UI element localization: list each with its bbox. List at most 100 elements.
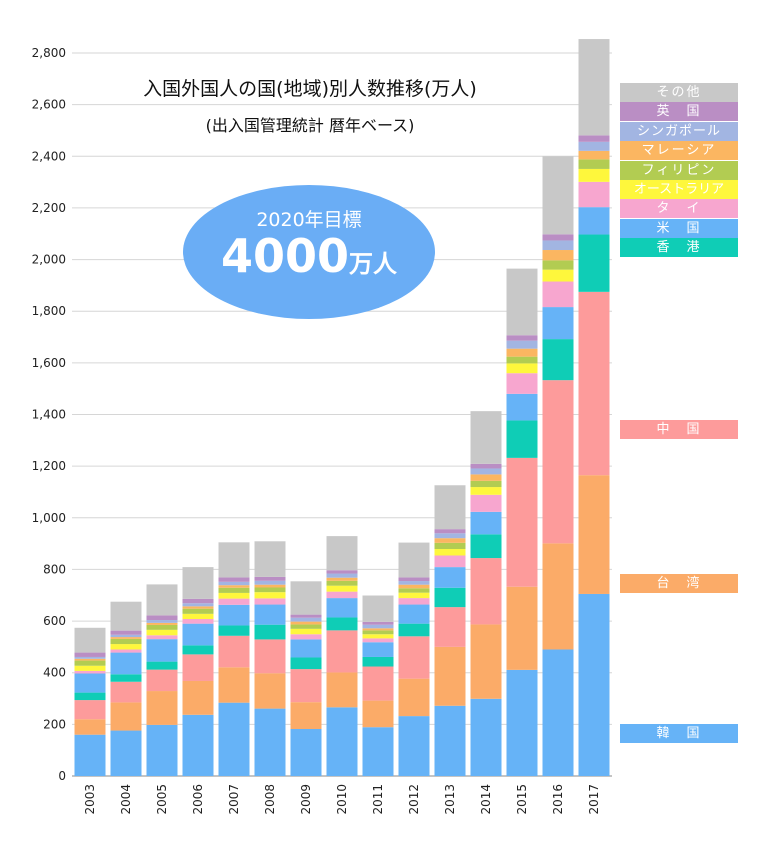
x-axis: 2003 2004 2005 2006 2007 2008 2009 2010 2011 2012…	[83, 784, 601, 815]
bar-segment	[218, 702, 250, 776]
bar-segment	[542, 543, 574, 650]
bar-segment	[398, 604, 430, 624]
legend-item: 香 港	[620, 238, 738, 258]
bar-segment	[326, 585, 358, 592]
bar-segment	[434, 533, 466, 539]
bar-segment	[542, 339, 574, 381]
bar-segment	[74, 660, 106, 666]
bar-segment	[398, 542, 430, 578]
bar-segment	[362, 628, 394, 631]
bar-segment	[542, 156, 574, 235]
bar-segment	[254, 604, 286, 625]
y-tick-label: 800	[43, 562, 66, 576]
bar-segment	[182, 598, 214, 604]
bar-segment	[470, 474, 502, 481]
bar-segment	[542, 240, 574, 251]
goal-badge: 2020年目標 4000万人	[183, 185, 435, 319]
bar-segment	[470, 494, 502, 512]
bar-segment	[218, 598, 250, 605]
bar-segment	[326, 617, 358, 631]
bar-segment	[542, 649, 574, 776]
bar-segment	[146, 584, 178, 616]
bar-segment	[254, 624, 286, 640]
bar-segment	[110, 644, 142, 650]
goal-number: 4000	[220, 229, 350, 283]
bar-segment	[290, 639, 322, 658]
y-axis: 0 200 400 600 800 1,000 1,200 1,400 1,600 1,800 2,…	[32, 46, 66, 783]
bar-segment	[542, 260, 574, 270]
bar-segment	[146, 629, 178, 636]
bar-segment	[578, 593, 610, 776]
bar-segment	[254, 592, 286, 599]
bar-segment	[146, 624, 178, 630]
bar-segment	[74, 719, 106, 735]
goal-value: 4000万人	[183, 229, 435, 283]
bar-segment	[326, 577, 358, 581]
bar-segment	[74, 665, 106, 671]
bar-segment	[254, 576, 286, 581]
bar-segment	[326, 580, 358, 586]
bar-segment	[506, 363, 538, 374]
bar-segment	[110, 630, 142, 635]
bar-segment	[362, 727, 394, 776]
bar-segment	[506, 340, 538, 349]
bar-segment	[290, 729, 322, 776]
bar-segment	[398, 716, 430, 776]
bar-segment	[362, 624, 394, 629]
legend-item: 台 湾	[620, 574, 738, 593]
y-tick-label: 2,000	[32, 253, 66, 267]
bar-segment	[362, 621, 394, 625]
bar-segment	[110, 681, 142, 703]
bar-segment	[434, 538, 466, 543]
bar-segment	[326, 598, 358, 618]
bar-segment	[326, 672, 358, 708]
bar-segment	[74, 652, 106, 657]
bar-segment	[182, 567, 214, 599]
x-tick-label: 2012	[407, 784, 421, 815]
bar-segment	[434, 705, 466, 776]
x-tick-label: 2013	[443, 784, 457, 815]
x-tick-label: 2003	[83, 784, 97, 815]
bar-segment	[218, 577, 250, 582]
x-tick-label: 2011	[371, 784, 385, 815]
bar-segment	[290, 624, 322, 629]
x-tick-label: 2016	[551, 784, 565, 815]
bar-segment	[254, 587, 286, 593]
bar-segment	[74, 734, 106, 776]
bar-segment	[110, 601, 142, 631]
bar-segment	[398, 598, 430, 605]
bar-segment	[542, 307, 574, 340]
bar-segment	[506, 348, 538, 357]
bar-segment	[290, 628, 322, 635]
bar-segment	[74, 656, 106, 659]
bar-segment	[74, 673, 106, 693]
y-tick-label: 2,200	[32, 201, 66, 215]
legend-item: フィリピン	[620, 160, 738, 180]
bar-segment	[470, 534, 502, 559]
bar-segment	[578, 168, 610, 182]
bar-segment	[290, 617, 322, 622]
bar-segment	[578, 135, 610, 142]
bar-segment	[182, 608, 214, 614]
bar-segment	[434, 607, 466, 647]
bar-segment	[470, 480, 502, 488]
bar-segment	[578, 150, 610, 160]
bar-segment	[326, 707, 358, 776]
y-tick-label: 400	[43, 666, 66, 680]
bar-segment	[470, 511, 502, 535]
x-tick-label: 2009	[299, 784, 313, 815]
y-tick-label: 1,800	[32, 304, 66, 318]
bar-segment	[254, 541, 286, 577]
legend-item: 英 国	[620, 102, 738, 122]
bar-segment	[578, 181, 610, 208]
bar-segment	[110, 674, 142, 682]
bar-segment	[146, 620, 178, 623]
bar-segment	[506, 669, 538, 776]
bar-segment	[218, 667, 250, 703]
y-tick-label: 2,800	[32, 46, 66, 60]
bar-segment	[146, 615, 178, 621]
y-tick-label: 200	[43, 717, 66, 731]
bar-segment	[398, 577, 430, 582]
bar-segment	[362, 634, 394, 639]
bar-segment	[578, 234, 610, 292]
